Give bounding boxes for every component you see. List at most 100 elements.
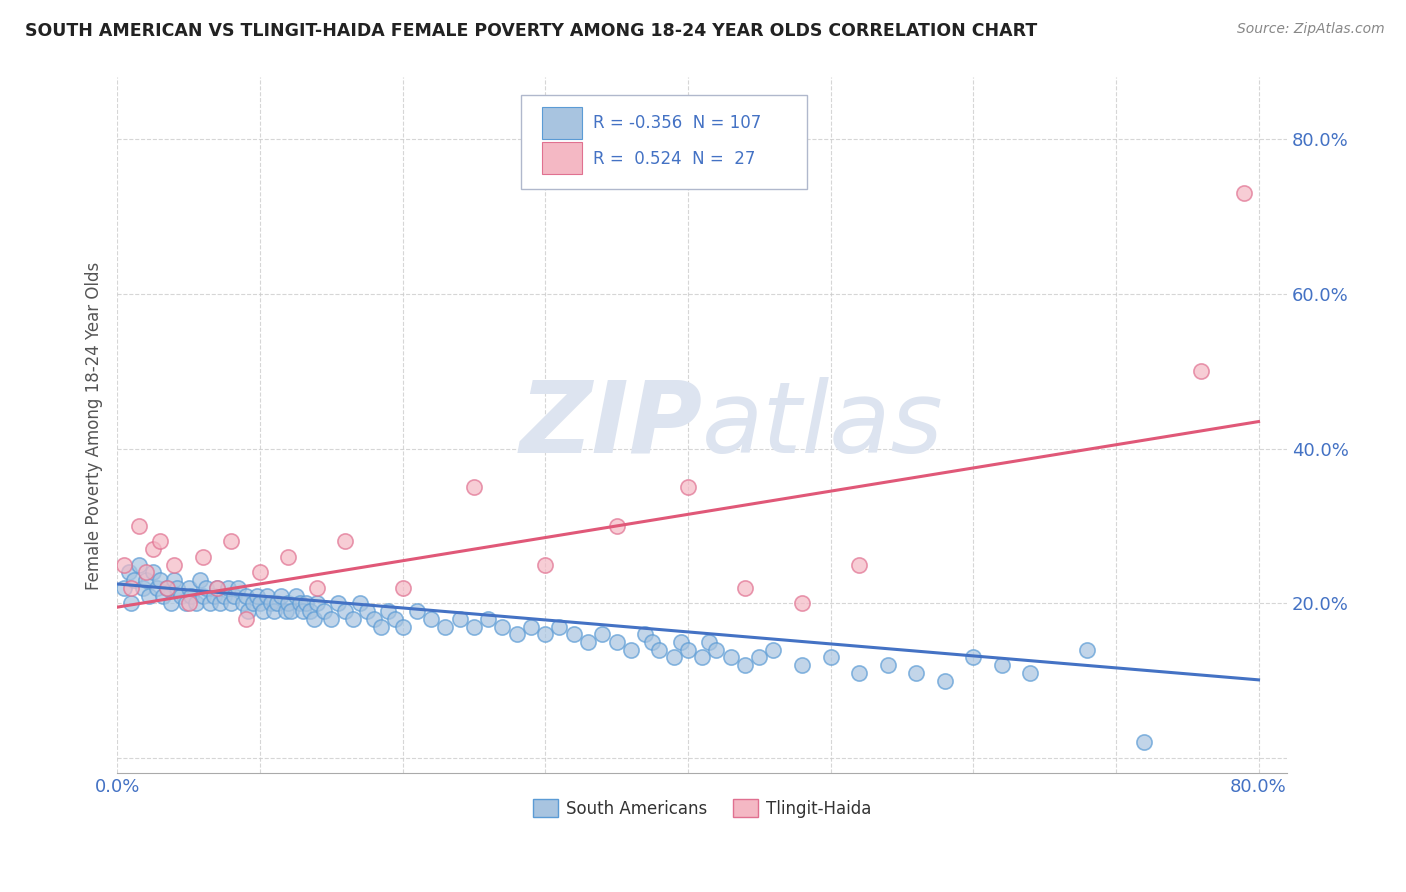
Point [790,596,813,610]
Point [212,589,235,603]
Point [449,612,471,626]
Point [690,650,713,665]
Point [463,480,485,494]
Point [477,612,499,626]
Point [662,650,685,665]
Point [298,604,321,618]
Point [1191,364,1213,378]
Point [706,642,728,657]
Point [135,566,157,580]
Point [848,665,870,680]
Point [221,534,243,549]
Point [291,604,314,618]
Point [177,581,200,595]
Point [138,589,160,603]
Point [170,589,193,603]
Point [232,596,254,610]
Point [312,604,335,618]
Point [734,658,756,673]
Point [124,573,146,587]
Point [256,589,278,603]
Point [180,589,202,603]
Point [876,658,898,673]
Point [848,558,870,572]
Point [356,604,378,618]
Point [252,604,274,618]
Point [266,596,288,610]
Point [363,612,385,626]
Point [156,581,179,595]
Point [277,596,299,610]
Point [420,612,443,626]
Point [156,581,179,595]
Point [224,589,246,603]
Point [217,581,239,595]
Point [191,549,214,564]
Point [263,604,285,618]
Point [697,635,720,649]
Point [112,581,135,595]
Point [249,566,271,580]
Point [184,596,207,610]
Point [1233,186,1256,201]
Point [305,596,328,610]
Point [205,581,228,595]
Point [188,573,211,587]
Point [160,596,183,610]
FancyBboxPatch shape [520,95,807,189]
Point [676,480,699,494]
Point [641,635,664,649]
Point [762,642,785,657]
Point [142,566,165,580]
Point [391,619,413,633]
Point [260,596,283,610]
Point [302,612,325,626]
Point [1133,735,1156,749]
Point [221,596,243,610]
Point [790,658,813,673]
Point [242,596,264,610]
Point [163,558,186,572]
Point [166,581,188,595]
Text: ZIP: ZIP [519,377,702,474]
Point [249,596,271,610]
Point [284,589,307,603]
Point [548,619,571,633]
Point [235,612,257,626]
Point [288,596,311,610]
Point [294,596,316,610]
Point [576,635,599,649]
Point [163,573,186,587]
Point [520,619,543,633]
Point [962,650,984,665]
Point [305,581,328,595]
Point [676,642,699,657]
Point [606,635,628,649]
Point [135,573,157,587]
Point [238,604,260,618]
Point [128,519,150,533]
Point [820,650,842,665]
Point [149,534,172,549]
Point [120,581,142,595]
Point [152,589,174,603]
Point [342,612,364,626]
Point [246,589,269,603]
Point [434,619,457,633]
Point [562,627,585,641]
Point [491,619,513,633]
Point [370,619,392,633]
Point [117,566,139,580]
Point [149,573,172,587]
Point [377,604,399,618]
Point [606,519,628,533]
Point [208,596,231,610]
FancyBboxPatch shape [541,142,582,174]
Point [734,581,756,595]
Point [321,612,343,626]
Point [202,589,225,603]
Point [591,627,613,641]
Point [648,642,671,657]
Point [1076,642,1098,657]
Point [132,581,155,595]
